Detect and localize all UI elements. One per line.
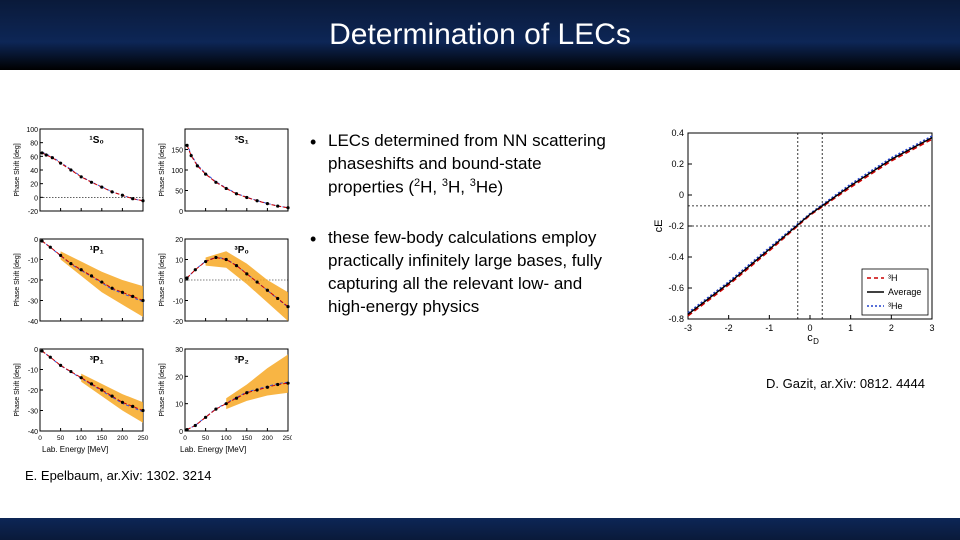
svg-text:D: D <box>813 337 819 345</box>
svg-text:-20: -20 <box>28 388 38 395</box>
svg-text:Phase Shift [deg]: Phase Shift [deg] <box>159 363 166 416</box>
svg-text:-20: -20 <box>173 319 183 326</box>
svg-text:¹P₁: ¹P₁ <box>90 245 104 256</box>
svg-text:200: 200 <box>117 435 128 442</box>
svg-text:50: 50 <box>57 435 65 442</box>
svg-text:0: 0 <box>179 278 183 285</box>
svg-text:200: 200 <box>262 435 273 442</box>
svg-text:2: 2 <box>889 323 894 333</box>
left-xlabel-1: Lab. Energy [MeV] <box>42 445 108 454</box>
svg-text:Phase Shift [deg]: Phase Shift [deg] <box>14 253 21 306</box>
svg-text:250: 250 <box>138 435 149 442</box>
caption-right: D. Gazit, ar.Xiv: 0812. 4444 <box>766 376 925 391</box>
slide-title: Determination of LECs <box>329 18 631 52</box>
svg-text:250: 250 <box>283 435 292 442</box>
svg-text:-1: -1 <box>765 323 773 333</box>
svg-text:Phase Shift [deg]: Phase Shift [deg] <box>159 143 166 196</box>
svg-text:-0.8: -0.8 <box>668 314 684 324</box>
slide-body: -20020406080100¹S₀Phase Shift [deg]05010… <box>0 70 960 518</box>
svg-text:-0.2: -0.2 <box>668 221 684 231</box>
svg-text:40: 40 <box>30 168 38 175</box>
svg-text:-30: -30 <box>28 299 38 306</box>
svg-text:-40: -40 <box>28 429 38 436</box>
svg-text:80: 80 <box>30 141 38 148</box>
svg-text:-2: -2 <box>725 323 733 333</box>
svg-text:1: 1 <box>848 323 853 333</box>
svg-text:10: 10 <box>175 258 183 265</box>
svg-text:-10: -10 <box>28 368 38 375</box>
svg-text:Phase Shift [deg]: Phase Shift [deg] <box>14 143 21 196</box>
svg-text:Phase Shift [deg]: Phase Shift [deg] <box>159 253 166 306</box>
svg-text:0.4: 0.4 <box>671 128 684 138</box>
svg-text:150: 150 <box>96 435 107 442</box>
svg-text:³P₁: ³P₁ <box>90 355 104 366</box>
svg-text:100: 100 <box>171 168 183 175</box>
svg-text:100: 100 <box>221 435 232 442</box>
svg-text:100: 100 <box>26 127 38 134</box>
bullet-1: LECs determined from NN scattering phase… <box>310 130 620 199</box>
caption-left: E. Epelbaum, ar.Xiv: 1302. 3214 <box>25 468 211 483</box>
svg-text:¹S₀: ¹S₀ <box>89 135 104 146</box>
svg-text:cE: cE <box>653 220 665 233</box>
svg-text:0.2: 0.2 <box>671 159 684 169</box>
cd-ce-chart: -3-2-10123-0.8-0.6-0.4-0.200.20.4cDcE³HA… <box>650 125 940 345</box>
svg-text:0: 0 <box>34 195 38 202</box>
svg-text:-0.6: -0.6 <box>668 283 684 293</box>
svg-text:³P₀: ³P₀ <box>234 245 249 256</box>
svg-text:150: 150 <box>241 435 252 442</box>
svg-text:3: 3 <box>929 323 934 333</box>
svg-text:-10: -10 <box>173 299 183 306</box>
svg-text:0: 0 <box>179 209 183 216</box>
svg-text:³P₂: ³P₂ <box>234 355 248 366</box>
svg-text:Phase Shift [deg]: Phase Shift [deg] <box>14 363 21 416</box>
phase-shift-panels: -20020406080100¹S₀Phase Shift [deg]05010… <box>12 125 292 455</box>
svg-text:-30: -30 <box>28 409 38 416</box>
bullet-list: LECs determined from NN scattering phase… <box>310 130 620 347</box>
svg-text:20: 20 <box>30 182 38 189</box>
svg-text:-10: -10 <box>28 258 38 265</box>
svg-text:0: 0 <box>679 190 684 200</box>
svg-text:100: 100 <box>76 435 87 442</box>
svg-text:0: 0 <box>38 435 42 442</box>
svg-text:-20: -20 <box>28 278 38 285</box>
svg-text:20: 20 <box>175 237 183 244</box>
svg-text:30: 30 <box>175 347 183 354</box>
svg-text:10: 10 <box>175 402 183 409</box>
svg-text:³S₁: ³S₁ <box>235 135 249 146</box>
svg-text:³H: ³H <box>888 273 898 283</box>
title-bar: Determination of LECs <box>0 0 960 70</box>
svg-text:Average: Average <box>888 287 921 297</box>
svg-text:0: 0 <box>34 347 38 354</box>
svg-text:50: 50 <box>175 189 183 196</box>
footer-bar <box>0 518 960 540</box>
svg-text:-40: -40 <box>28 319 38 326</box>
svg-text:-3: -3 <box>684 323 692 333</box>
svg-text:-0.4: -0.4 <box>668 252 684 262</box>
svg-text:0: 0 <box>183 435 187 442</box>
svg-text:-20: -20 <box>28 209 38 216</box>
svg-text:60: 60 <box>30 154 38 161</box>
svg-text:20: 20 <box>175 374 183 381</box>
svg-text:50: 50 <box>202 435 210 442</box>
left-xlabel-2: Lab. Energy [MeV] <box>180 445 246 454</box>
bullet-2: these few-body calculations employ pract… <box>310 227 620 319</box>
svg-text:0: 0 <box>34 237 38 244</box>
svg-text:³He: ³He <box>888 301 903 311</box>
svg-text:150: 150 <box>171 148 183 155</box>
